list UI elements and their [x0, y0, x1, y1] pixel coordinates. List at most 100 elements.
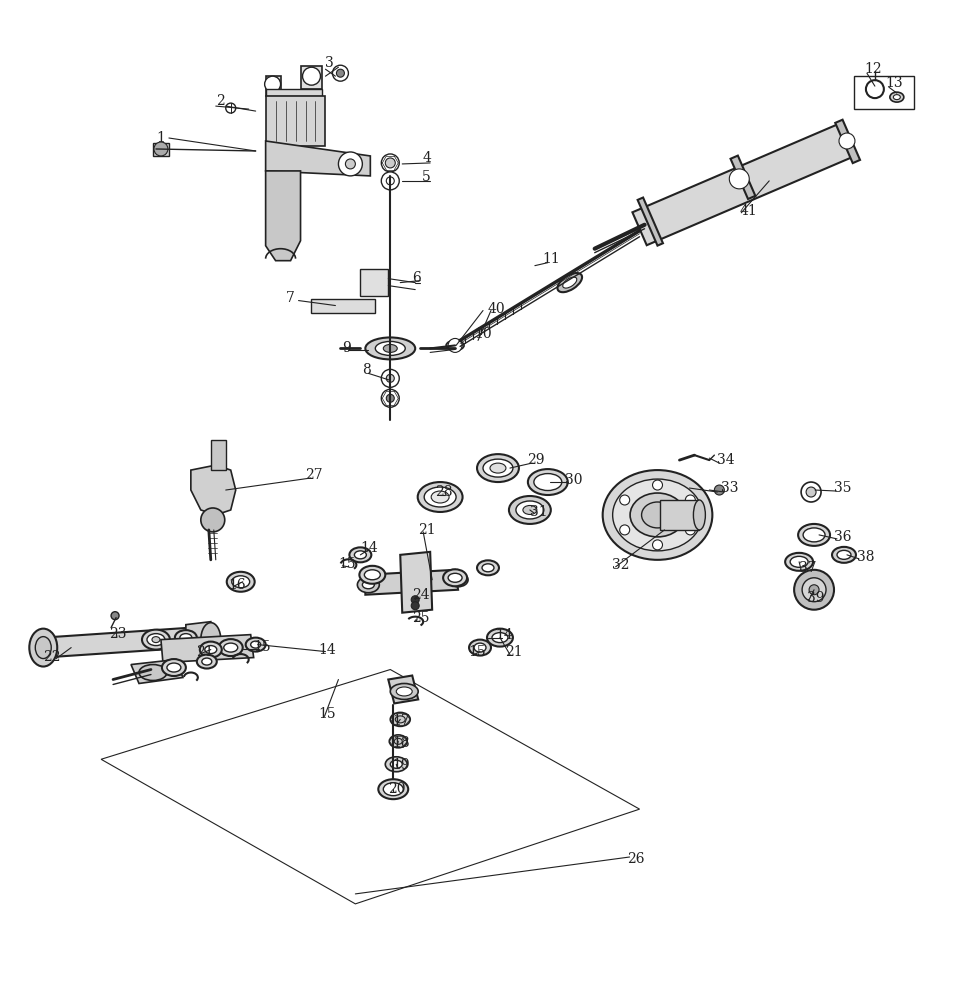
Ellipse shape — [641, 502, 673, 528]
Ellipse shape — [231, 576, 250, 588]
Text: 14: 14 — [360, 541, 378, 555]
Ellipse shape — [396, 687, 412, 696]
Circle shape — [201, 508, 224, 532]
Text: 3: 3 — [325, 56, 334, 70]
Polygon shape — [211, 440, 225, 470]
Ellipse shape — [175, 630, 197, 645]
Polygon shape — [265, 141, 370, 176]
Ellipse shape — [483, 459, 513, 477]
Text: 15: 15 — [318, 707, 336, 721]
Text: 41: 41 — [739, 204, 757, 218]
Circle shape — [685, 525, 695, 535]
Ellipse shape — [219, 639, 243, 656]
Text: 21: 21 — [196, 645, 214, 659]
Ellipse shape — [482, 564, 494, 572]
Ellipse shape — [147, 634, 165, 646]
Ellipse shape — [477, 454, 519, 482]
Polygon shape — [153, 143, 169, 156]
Text: 27: 27 — [305, 468, 323, 482]
Text: 14: 14 — [318, 643, 337, 657]
Ellipse shape — [167, 663, 181, 672]
Text: 4: 4 — [423, 151, 431, 165]
Ellipse shape — [379, 779, 408, 799]
Text: 38: 38 — [857, 550, 874, 564]
Polygon shape — [265, 89, 322, 96]
Ellipse shape — [516, 501, 544, 519]
Text: 31: 31 — [530, 505, 548, 519]
Ellipse shape — [523, 505, 537, 514]
Polygon shape — [191, 465, 236, 515]
Ellipse shape — [837, 550, 851, 559]
Text: 1: 1 — [156, 131, 165, 145]
Polygon shape — [301, 66, 322, 89]
Circle shape — [794, 570, 834, 610]
Text: 14: 14 — [495, 628, 512, 642]
Ellipse shape — [29, 629, 58, 667]
Text: 22: 22 — [43, 650, 61, 664]
Text: 25: 25 — [412, 611, 429, 625]
Text: 20: 20 — [388, 782, 406, 796]
Text: 39: 39 — [807, 591, 825, 605]
Ellipse shape — [425, 487, 456, 507]
Ellipse shape — [477, 560, 499, 575]
Polygon shape — [310, 299, 376, 313]
Ellipse shape — [224, 643, 238, 652]
Ellipse shape — [534, 474, 562, 491]
Text: 23: 23 — [109, 627, 127, 641]
Ellipse shape — [492, 633, 508, 643]
Circle shape — [802, 578, 826, 602]
Ellipse shape — [890, 92, 904, 102]
Polygon shape — [185, 622, 211, 658]
Ellipse shape — [354, 551, 366, 559]
Circle shape — [729, 169, 750, 189]
Text: 15: 15 — [468, 645, 486, 659]
Ellipse shape — [431, 491, 449, 503]
Ellipse shape — [386, 757, 407, 772]
Text: 28: 28 — [435, 485, 453, 499]
Text: 2: 2 — [216, 94, 224, 108]
Text: 35: 35 — [834, 481, 851, 495]
Circle shape — [386, 158, 395, 168]
Circle shape — [346, 159, 355, 169]
Circle shape — [653, 480, 663, 490]
Ellipse shape — [357, 577, 380, 593]
Ellipse shape — [359, 566, 386, 584]
Text: 17: 17 — [392, 714, 410, 728]
Ellipse shape — [390, 712, 410, 726]
Ellipse shape — [395, 716, 405, 723]
Text: 12: 12 — [864, 62, 881, 76]
Ellipse shape — [453, 576, 463, 583]
Ellipse shape — [487, 629, 513, 647]
Text: 33: 33 — [721, 481, 739, 495]
Circle shape — [154, 142, 168, 156]
Circle shape — [806, 487, 816, 497]
Ellipse shape — [376, 341, 405, 355]
Ellipse shape — [803, 528, 825, 542]
Polygon shape — [730, 156, 755, 199]
Ellipse shape — [384, 783, 403, 796]
Ellipse shape — [139, 665, 167, 680]
Circle shape — [653, 540, 663, 550]
Text: 5: 5 — [423, 170, 431, 184]
Ellipse shape — [602, 470, 712, 560]
Text: 7: 7 — [286, 291, 295, 305]
Ellipse shape — [201, 623, 221, 657]
Circle shape — [411, 596, 420, 604]
Text: 32: 32 — [612, 558, 630, 572]
Text: 29: 29 — [527, 453, 545, 467]
Ellipse shape — [832, 547, 856, 563]
Polygon shape — [660, 500, 700, 530]
Polygon shape — [360, 269, 388, 296]
Ellipse shape — [394, 738, 402, 744]
Text: 21: 21 — [418, 523, 436, 537]
Circle shape — [685, 495, 695, 505]
Ellipse shape — [390, 760, 402, 768]
Polygon shape — [161, 635, 254, 663]
Circle shape — [620, 495, 630, 505]
Text: 13: 13 — [885, 76, 903, 90]
Ellipse shape — [197, 655, 217, 669]
Ellipse shape — [390, 683, 418, 699]
Polygon shape — [365, 570, 458, 595]
Text: 40: 40 — [488, 302, 506, 316]
Text: 16: 16 — [228, 578, 246, 592]
